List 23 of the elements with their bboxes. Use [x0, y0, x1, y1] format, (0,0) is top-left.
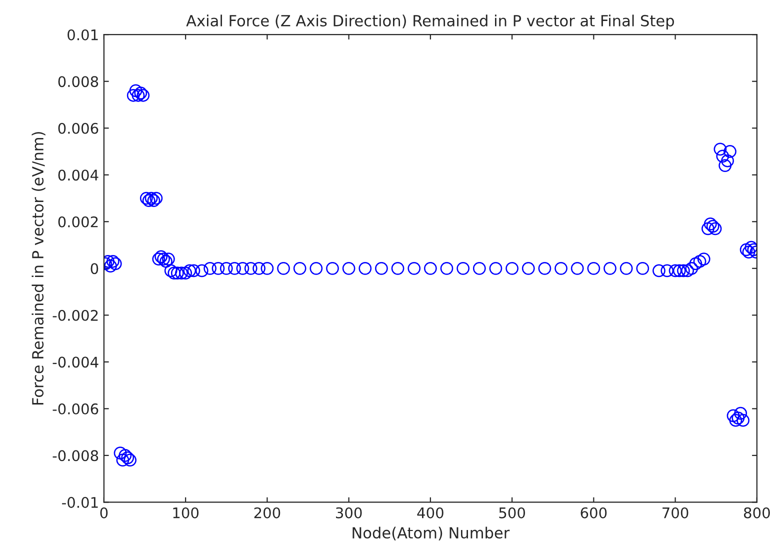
y-tick-label: 0.006 [58, 122, 98, 134]
x-axis-title: Node(Atom) Number [352, 526, 510, 540]
y-tick-label: 0.004 [58, 170, 98, 181]
y-tick-label: -0.008 [52, 450, 98, 462]
y-tick-label: 0.008 [58, 76, 98, 88]
y-tick-label: 0.002 [58, 216, 98, 228]
x-tick-label: 400 [417, 507, 444, 518]
x-tick-label: 700 [662, 507, 688, 518]
x-tick-label: 300 [336, 507, 362, 518]
x-tick-label: 600 [580, 507, 607, 518]
y-tick-label: 0.01 [68, 29, 98, 40]
x-tick-label: 500 [499, 507, 525, 518]
y-axis-title: Force Remained in P vector (eV/nm) [32, 132, 46, 405]
y-tick-label: -0.004 [52, 356, 98, 368]
y-tick-label: -0.01 [62, 496, 98, 508]
x-tick-label: 800 [744, 507, 770, 518]
x-tick-label: 200 [254, 507, 280, 518]
chart-title: Axial Force (Z Axis Direction) Remained in P vector at Final Step [186, 14, 674, 30]
y-tick-label: -0.006 [52, 403, 98, 414]
y-tick-label: 0 [90, 263, 98, 274]
y-tick-label: -0.002 [52, 310, 98, 321]
x-tick-label: 100 [173, 507, 199, 518]
x-tick-label: 0 [100, 507, 108, 518]
